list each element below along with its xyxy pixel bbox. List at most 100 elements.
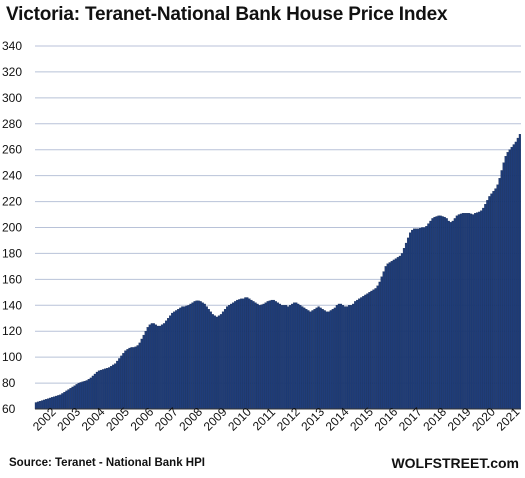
bar <box>343 306 347 410</box>
bar <box>421 227 424 410</box>
bar <box>268 300 271 410</box>
bar <box>187 305 190 410</box>
bar <box>331 309 334 410</box>
bar <box>230 303 233 410</box>
bar <box>270 299 273 410</box>
bar <box>101 369 105 410</box>
bar <box>282 305 286 410</box>
bar <box>311 310 314 410</box>
bar <box>510 146 513 410</box>
bar <box>34 402 38 410</box>
bar <box>234 301 237 410</box>
bar <box>83 380 86 410</box>
y-tick-label: 240 <box>2 169 22 183</box>
bar <box>162 323 166 410</box>
bar <box>372 289 375 410</box>
bar <box>360 297 363 410</box>
bar <box>118 358 121 410</box>
bar <box>490 193 493 410</box>
bar <box>354 301 357 410</box>
bar <box>95 371 99 410</box>
bar <box>63 391 66 410</box>
bar <box>299 305 302 410</box>
bar <box>116 360 119 410</box>
bar <box>181 306 184 410</box>
bar <box>366 293 369 410</box>
y-tick-label: 200 <box>2 221 22 235</box>
y-tick-label: 100 <box>2 350 22 364</box>
bar <box>319 307 322 410</box>
bar <box>142 334 145 410</box>
bar <box>252 301 255 410</box>
bar <box>368 292 371 410</box>
bar <box>112 364 115 410</box>
bar <box>374 288 377 410</box>
bar <box>390 261 393 410</box>
bar <box>337 303 341 410</box>
bar <box>392 259 395 410</box>
bar <box>413 228 416 410</box>
bar <box>120 355 123 410</box>
bar <box>423 227 426 410</box>
bar <box>223 309 227 410</box>
bar <box>75 384 78 410</box>
bar <box>238 299 241 410</box>
bar <box>169 315 172 410</box>
bar <box>291 303 294 410</box>
bar <box>476 212 479 410</box>
bar <box>272 299 275 410</box>
bar <box>36 401 40 410</box>
bar <box>274 301 277 410</box>
bar <box>504 156 507 410</box>
bar <box>221 311 225 410</box>
bar <box>219 314 223 410</box>
bar <box>488 196 491 410</box>
bar <box>315 307 318 410</box>
bar <box>494 188 497 410</box>
bar <box>514 141 517 410</box>
bar <box>512 144 515 410</box>
bar <box>411 229 414 410</box>
bar <box>256 303 259 410</box>
bar <box>51 397 54 410</box>
source-note: Source: Teranet - National Bank HPI <box>9 457 205 469</box>
bar <box>215 316 218 410</box>
bar <box>97 370 101 410</box>
bar <box>65 390 68 410</box>
bar <box>67 389 70 410</box>
bar <box>99 369 103 410</box>
brand-label: WOLFSTREET.com <box>391 455 519 471</box>
bar <box>347 305 351 410</box>
bar <box>384 266 387 410</box>
bar <box>305 309 308 410</box>
bar <box>217 315 221 410</box>
bar <box>144 331 147 410</box>
bar <box>114 363 117 410</box>
bar <box>152 323 155 410</box>
y-tick-label: 340 <box>2 39 22 53</box>
bar <box>297 303 300 410</box>
bar <box>388 262 391 410</box>
bar <box>382 271 385 410</box>
bar <box>398 255 402 410</box>
y-axis-tick-labels: 60 80 100 120 140 160 180 200 220 240 260 280 300 320… <box>2 39 22 416</box>
bar <box>225 306 229 410</box>
bar <box>89 377 92 410</box>
bar <box>406 237 410 410</box>
bar <box>103 368 107 410</box>
bar <box>323 310 326 410</box>
bar <box>425 226 428 410</box>
bar <box>77 382 80 410</box>
bar <box>262 303 265 410</box>
bar <box>478 211 481 410</box>
bar <box>445 218 448 410</box>
bar <box>402 248 406 410</box>
bar <box>482 207 485 410</box>
bar <box>433 216 436 410</box>
bar <box>470 213 473 410</box>
bar <box>350 305 353 410</box>
bar <box>140 338 143 410</box>
bar <box>362 296 365 410</box>
y-tick-label: 320 <box>2 65 22 79</box>
